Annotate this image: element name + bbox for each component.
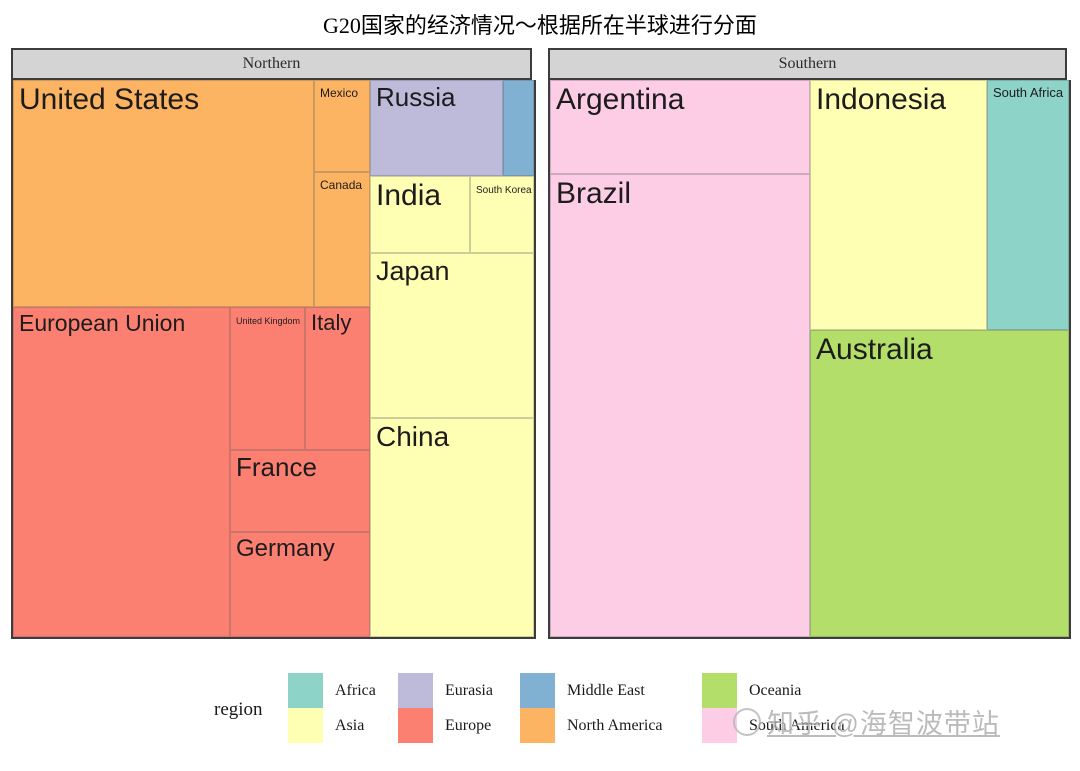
- treemap-block-label: United Kingdom: [236, 316, 301, 326]
- treemap-block-germany: Germany: [230, 532, 370, 637]
- treemap-block-label: European Union: [19, 310, 186, 336]
- treemap-block-italy: Italy: [305, 307, 370, 450]
- treemap-block-label: South Africa: [993, 85, 1064, 100]
- treemap-block-label: Russia: [376, 82, 456, 112]
- treemap-block-south-korea: South Korea: [470, 176, 534, 253]
- treemap-block-label: South Korea: [476, 185, 532, 196]
- legend-label-middle-east: Middle East: [567, 682, 645, 699]
- facet-panel-southern: Argentina Brazil Indonesia South Africa Aust…: [548, 80, 1071, 639]
- treemap-block-japan: Japan: [370, 253, 534, 418]
- treemap-block-united-states: United States: [13, 80, 314, 307]
- treemap-block-label: Germany: [236, 535, 335, 562]
- facet-header-northern: Northern: [11, 48, 532, 80]
- treemap-block-india: India: [370, 176, 470, 253]
- treemap-block-european-union: European Union: [13, 307, 230, 637]
- treemap-block-south-africa: South Africa: [987, 80, 1069, 330]
- treemap-block-label: Australia: [816, 333, 933, 366]
- treemap-block-canada: Canada: [314, 172, 370, 307]
- legend-label-south-america: South America: [749, 717, 845, 734]
- legend-swatch-africa: [288, 673, 323, 708]
- legend-label-europe: Europe: [445, 717, 492, 734]
- legend-label-oceania: Oceania: [749, 682, 802, 699]
- treemap-block-brazil: Brazil: [550, 174, 810, 637]
- legend-label-eurasia: Eurasia: [445, 682, 493, 699]
- legend-title: region: [214, 699, 263, 720]
- legend-swatch-north-america: [520, 708, 555, 743]
- treemap-block-mexico: Mexico: [314, 80, 370, 172]
- treemap-block-australia: Australia: [810, 330, 1069, 637]
- legend-label-africa: Africa: [335, 682, 376, 699]
- treemap-block-label: Italy: [311, 310, 352, 335]
- chart-title: G20国家的经济情况～根据所在半球进行分面: [323, 13, 757, 38]
- treemap-block-label: Mexico: [320, 86, 359, 100]
- treemap-block-china: China: [370, 418, 534, 637]
- treemap-block-label: France: [236, 452, 317, 482]
- treemap-block-russia: Russia: [370, 80, 503, 176]
- facet-header-southern: Southern: [548, 48, 1067, 80]
- treemap-block-indonesia: Indonesia: [810, 80, 987, 330]
- legend-swatch-europe: [398, 708, 433, 743]
- treemap-block-label: China: [376, 421, 450, 452]
- legend-swatch-south-america: [702, 708, 737, 743]
- legend-label-north-america: North America: [567, 717, 663, 734]
- treemap-block-label: Argentina: [556, 83, 685, 116]
- legend-label-asia: Asia: [335, 717, 365, 734]
- treemap-block-label: United States: [19, 83, 200, 116]
- legend-swatch-asia: [288, 708, 323, 743]
- treemap-block-united-kingdom: United Kingdom: [230, 307, 305, 450]
- treemap-block-france: France: [230, 450, 370, 532]
- treemap-block-label: Indonesia: [816, 83, 947, 116]
- treemap-block-middle-east-unlabeled: [503, 80, 534, 176]
- treemap-block-label: Japan: [376, 256, 450, 286]
- treemap-block-label: Brazil: [556, 177, 632, 210]
- facet-panel-northern: United States Mexico Canada Russia India Sout…: [11, 80, 536, 639]
- treemap-block-label: India: [376, 179, 442, 212]
- treemap-block-argentina: Argentina: [550, 80, 810, 174]
- legend-swatch-oceania: [702, 673, 737, 708]
- legend-swatch-eurasia: [398, 673, 433, 708]
- treemap-block-label: Canada: [320, 178, 363, 192]
- legend-swatch-middle-east: [520, 673, 555, 708]
